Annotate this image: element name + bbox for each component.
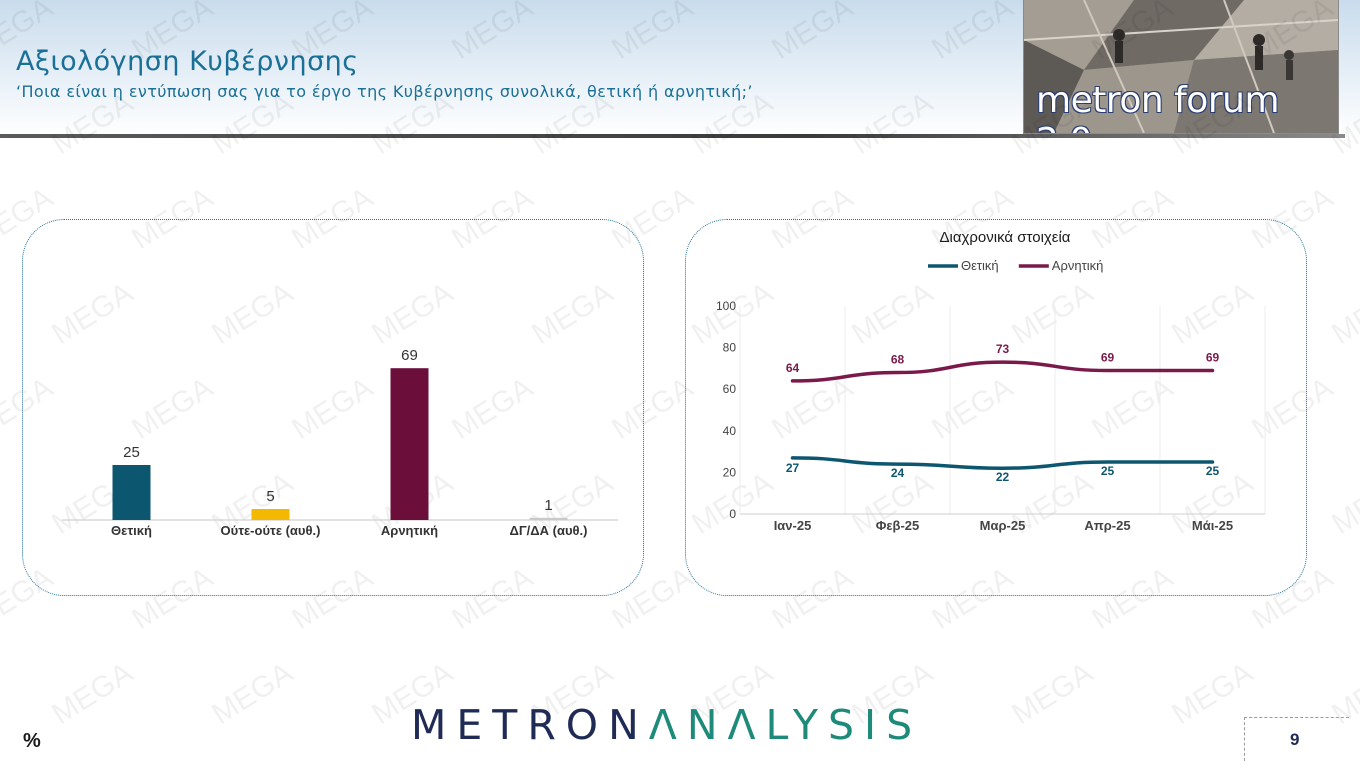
- data-label: 68: [891, 353, 905, 367]
- y-tick-label: 80: [723, 341, 737, 355]
- y-tick-label: 60: [723, 382, 737, 396]
- unit-label: %: [23, 730, 41, 752]
- page-subtitle: ‘Ποια είναι η εντύπωση σας για το έργο τ…: [16, 82, 753, 101]
- data-label: 22: [996, 470, 1010, 484]
- bar-value-label: 5: [266, 488, 274, 505]
- bar: [390, 368, 429, 520]
- y-tick-label: 40: [723, 424, 737, 438]
- data-label: 27: [786, 461, 800, 475]
- bar: [251, 509, 290, 520]
- metron-forum-logo: metron forum 2.0: [1023, 0, 1339, 134]
- x-tick-label: Απρ-25: [1084, 518, 1130, 533]
- logo-text: metron forum 2.0: [1036, 80, 1280, 133]
- bar: [529, 517, 568, 520]
- series-line: [790, 360, 1215, 383]
- x-tick-label: Ιαν-25: [774, 518, 812, 533]
- y-tick-label: 20: [723, 465, 737, 479]
- data-label: 25: [1101, 464, 1115, 478]
- bar-category-label: Θετική: [111, 523, 152, 538]
- data-label: 69: [1101, 350, 1115, 364]
- legend-label: Θετική: [961, 258, 999, 273]
- bar-category-label: Ούτε-ούτε (αυθ.): [221, 523, 321, 538]
- data-label: 69: [1206, 350, 1220, 364]
- logo-photo: [1024, 0, 1338, 133]
- series-line: [790, 456, 1215, 470]
- header-divider: [0, 134, 1345, 138]
- legend-label: Αρνητική: [1052, 258, 1104, 273]
- data-label: 25: [1206, 464, 1220, 478]
- bar-value-label: 69: [401, 347, 418, 364]
- bar-category-label: ΔΓ/ΔΑ (αυθ.): [510, 523, 588, 538]
- x-tick-label: Μαρ-25: [980, 518, 1026, 533]
- data-label: 73: [996, 342, 1010, 356]
- bar-value-label: 1: [544, 497, 552, 514]
- bar-chart-panel: [22, 219, 644, 596]
- bar-value-label: 25: [123, 444, 140, 461]
- y-tick-label: 0: [729, 507, 736, 521]
- line-chart-panel: [685, 219, 1307, 596]
- metron-analysis-brand: METRONΛNΛLYSIS: [411, 701, 922, 749]
- page-number-box: [1244, 717, 1349, 761]
- page-title: Αξιολόγηση Κυβέρνησης: [16, 46, 359, 77]
- brand-analysis: ΛNΛLYSIS: [648, 701, 923, 749]
- line-chart-title: Διαχρονικά στοιχεία: [940, 229, 1071, 246]
- data-label: 64: [786, 361, 800, 375]
- x-tick-label: Μάι-25: [1192, 518, 1233, 533]
- bar-category-label: Αρνητική: [381, 523, 438, 538]
- bar: [112, 465, 151, 520]
- x-tick-label: Φεβ-25: [876, 518, 920, 533]
- page-number: 9: [1290, 730, 1300, 749]
- y-tick-label: 100: [716, 299, 736, 313]
- data-label: 24: [891, 466, 905, 480]
- brand-metron: METRON: [411, 701, 649, 749]
